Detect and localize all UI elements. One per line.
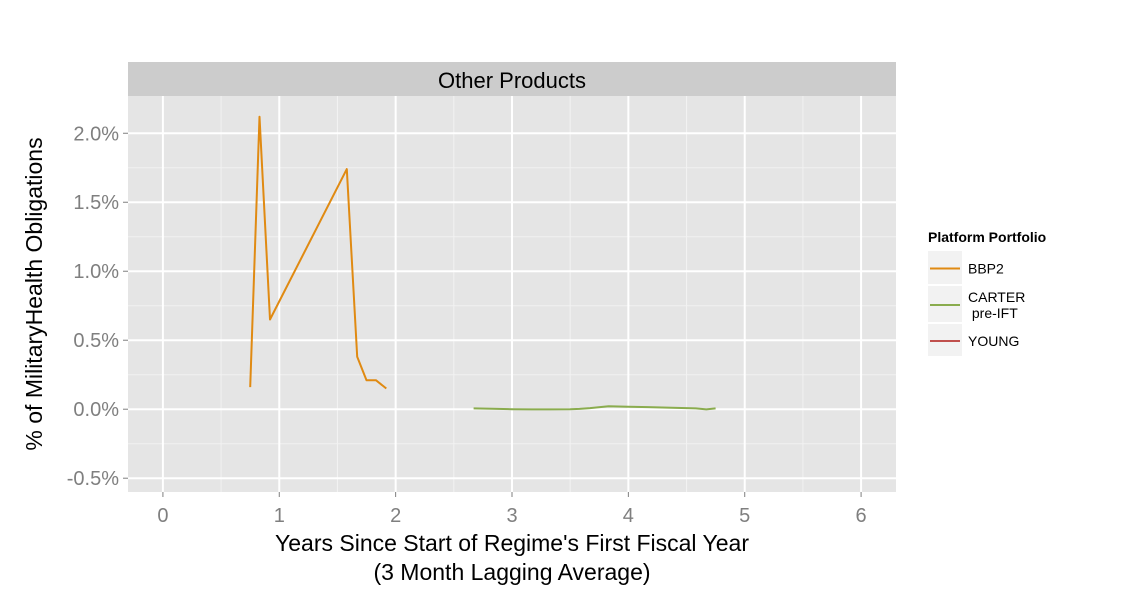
- major-gridlines: [128, 96, 896, 492]
- legend-label: BBP2: [968, 261, 1004, 277]
- legend-label: YOUNG: [968, 333, 1019, 349]
- legend-entries: BBP2 CARTER pre-IFT YOUNG: [928, 251, 1025, 356]
- x-tick-label: 6: [856, 505, 867, 527]
- x-tick-label: 4: [623, 505, 634, 527]
- x-axis-title-line2: (3 Month Lagging Average): [373, 559, 650, 585]
- y-axis: -0.5% 0.0% 0.5% 1.0% 1.5% 2.0%: [67, 123, 128, 490]
- y-tick-label: 0.5%: [73, 330, 119, 352]
- y-tick-label: 1.0%: [73, 261, 119, 283]
- x-axis: 0 1 2 3 4 5 6: [157, 492, 867, 527]
- y-tick-label: 0.0%: [73, 399, 119, 421]
- series-line-bbp2: [249, 115, 387, 390]
- x-tick-label: 0: [157, 505, 168, 527]
- series-line-carter-pre-ift: [473, 405, 716, 411]
- y-tick-label: 2.0%: [73, 123, 119, 145]
- x-tick-label: 1: [274, 505, 285, 527]
- legend-label: CARTER: [968, 289, 1025, 305]
- x-axis-title-line1: Years Since Start of Regime's First Fisc…: [275, 530, 749, 556]
- y-tick-label: 1.5%: [73, 192, 119, 214]
- legend-label: pre-IFT: [968, 305, 1018, 321]
- y-axis-title: % of MilitaryHealth Obligations: [21, 137, 47, 450]
- legend: Platform Portfolio BBP2 CARTER pre-IFT YOU…: [928, 229, 1046, 356]
- x-tick-label: 3: [506, 505, 517, 527]
- y-tick-label: -0.5%: [67, 468, 119, 490]
- series-layer: [249, 115, 716, 411]
- facet-strip: [128, 62, 896, 96]
- x-tick-label: 5: [739, 505, 750, 527]
- legend-title: Platform Portfolio: [928, 229, 1046, 245]
- facet-title: Other Products: [438, 68, 586, 93]
- x-tick-label: 2: [390, 505, 401, 527]
